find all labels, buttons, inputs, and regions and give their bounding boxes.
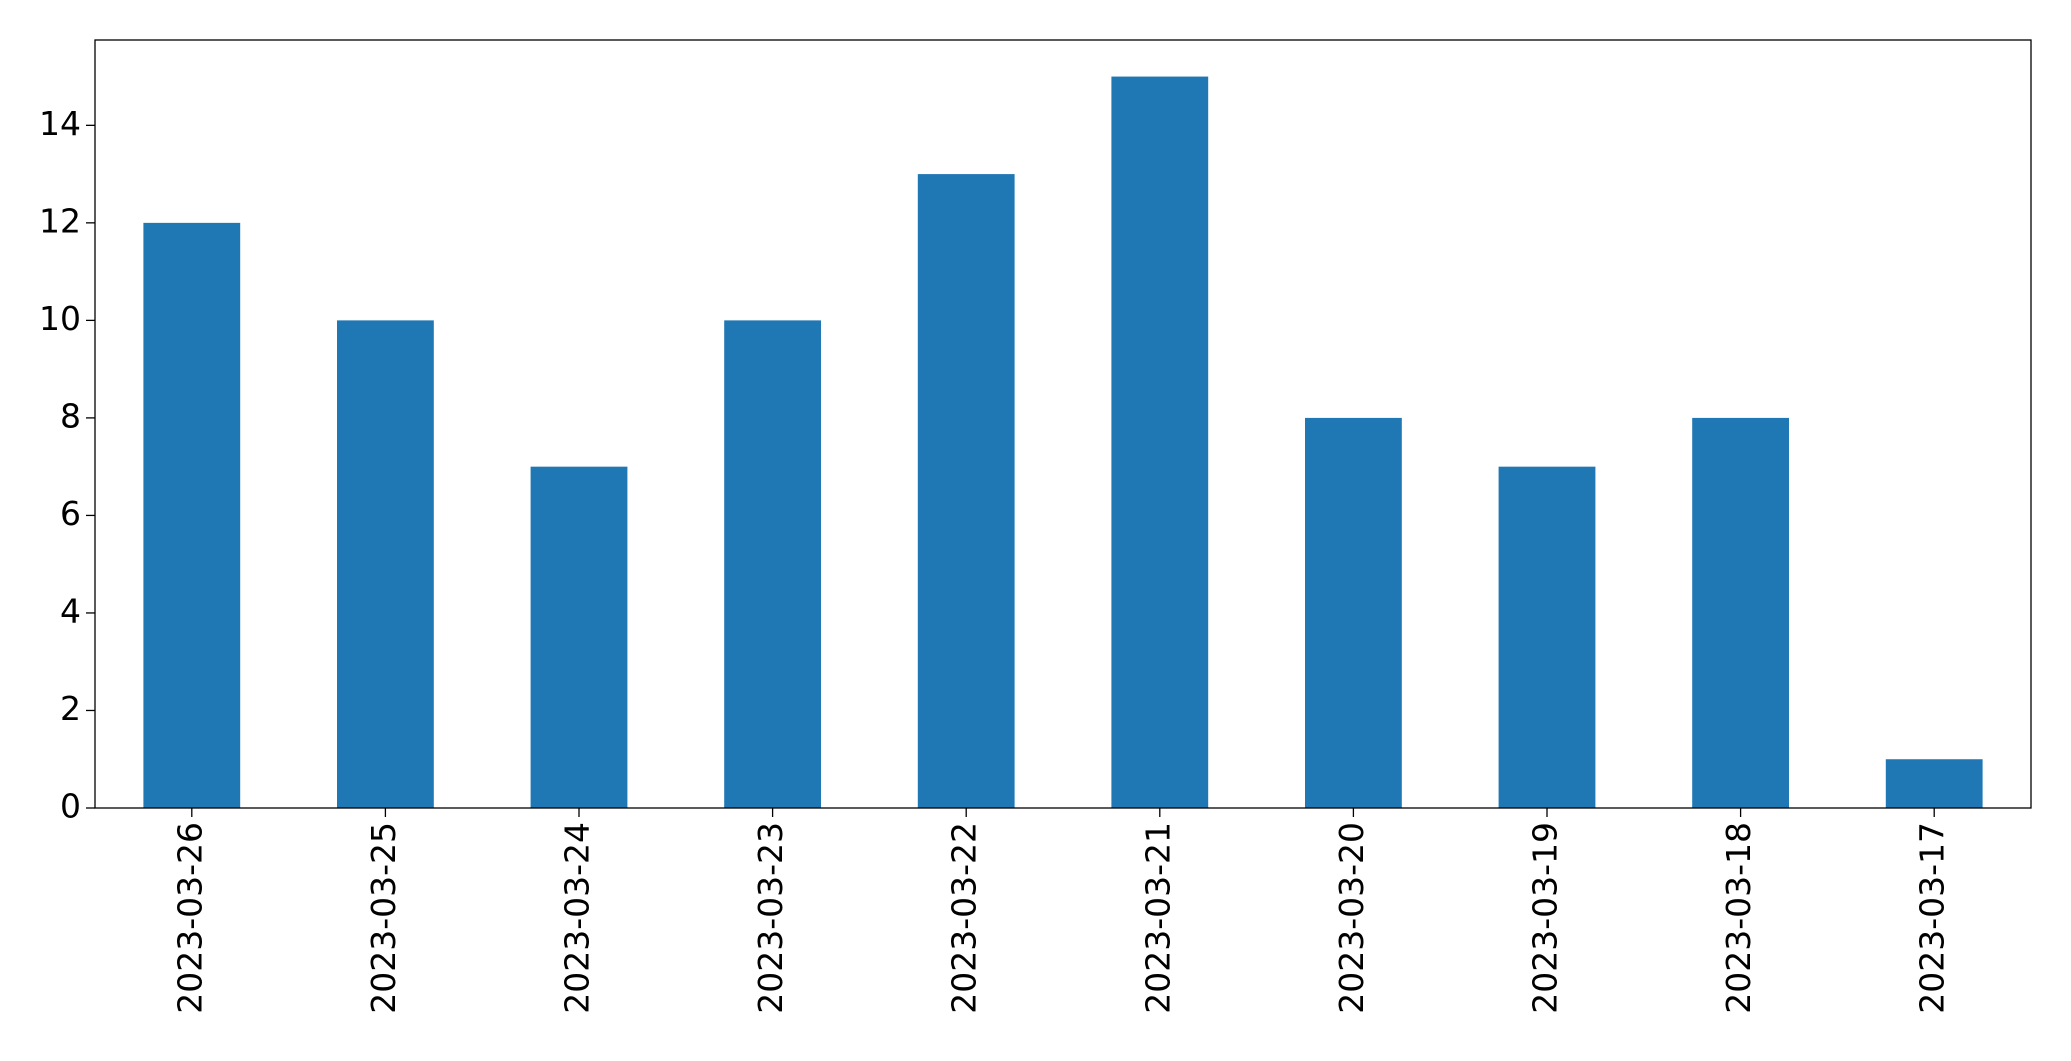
x-tick-label: 2023-03-22 [945,822,984,1014]
x-tick-label: 2023-03-17 [1913,822,1952,1014]
bar [530,466,628,808]
y-tick-label: 14 [39,104,81,143]
plot-frame [94,39,2032,809]
x-tick-label: 2023-03-20 [1332,822,1371,1014]
y-tick-label: 4 [60,591,81,630]
bar [337,320,434,808]
bar [1111,76,1209,809]
x-tick-label: 2023-03-18 [1719,822,1758,1014]
bar [1305,417,1402,808]
y-tick-label: 8 [60,396,81,435]
x-tick-label: 2023-03-26 [170,822,209,1014]
x-tick-label: 2023-03-24 [558,822,597,1014]
y-tick-label: 2 [60,689,81,728]
bar [917,174,1015,809]
x-tick-label: 2023-03-21 [1138,822,1177,1014]
y-tick-label: 10 [39,299,81,338]
x-tick-label: 2023-03-25 [364,822,403,1014]
x-tick-label: 2023-03-23 [751,822,790,1014]
y-tick-label: 12 [39,201,81,240]
bar [1692,417,1789,808]
y-tick-label: 6 [60,494,81,533]
bar [1885,759,1983,808]
bar [1498,466,1596,808]
x-tick-label: 2023-03-19 [1526,822,1565,1014]
bar [724,320,821,808]
bar [143,222,241,808]
y-tick-label: 0 [60,787,81,826]
